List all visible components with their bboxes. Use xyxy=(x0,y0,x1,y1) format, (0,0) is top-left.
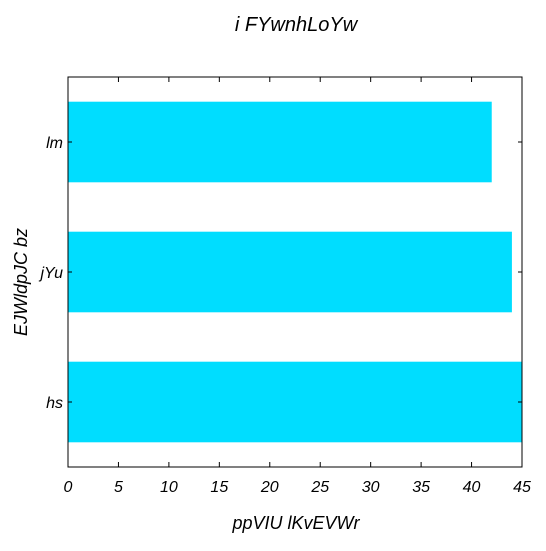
bars-layer xyxy=(68,101,522,443)
y-tick-label: hs xyxy=(46,395,63,412)
bar-hs xyxy=(68,361,522,443)
x-tick-label: 5 xyxy=(114,479,123,496)
y-tick-label: lm xyxy=(46,135,63,152)
x-tick-label: 15 xyxy=(210,479,228,496)
x-tick-label: 35 xyxy=(412,479,430,496)
x-tick-label: 40 xyxy=(463,479,481,496)
x-tick-label: 20 xyxy=(260,479,279,496)
bar-lm xyxy=(68,101,492,183)
x-tick-label: 30 xyxy=(362,479,380,496)
x-tick-label: 0 xyxy=(64,479,73,496)
y-axis-label: EJWldpJC bz xyxy=(11,228,31,336)
ticks-layer: hs jYu lm 0 5 10 15 20 25 30 35 40 45 xyxy=(38,77,531,496)
x-tick-label: 10 xyxy=(160,479,178,496)
bar-jYu xyxy=(68,231,512,313)
x-tick-label: 25 xyxy=(310,479,329,496)
chart-title: i FYwnhLoYw xyxy=(235,14,359,36)
x-tick-label: 45 xyxy=(513,479,531,496)
y-tick-label: jYu xyxy=(38,265,63,282)
x-axis-label: ppVIU lKvEVWr xyxy=(231,513,360,533)
plot-area-frame xyxy=(67,76,523,468)
